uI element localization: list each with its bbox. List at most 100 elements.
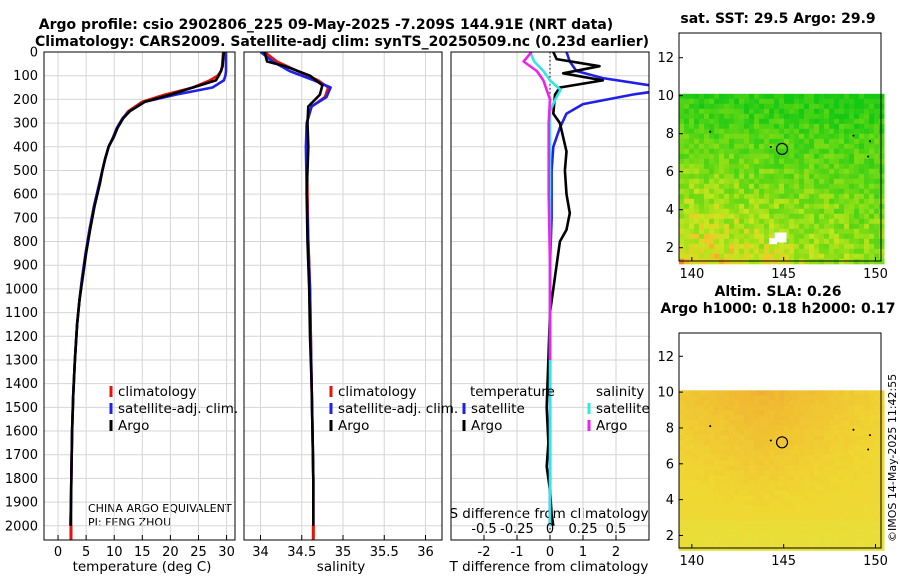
sla_map-cell bbox=[689, 460, 695, 466]
sla_map-cell bbox=[744, 530, 750, 536]
sst_map-cell bbox=[804, 133, 810, 140]
sla_map-cell bbox=[784, 540, 790, 546]
sst_map-cell bbox=[879, 248, 885, 255]
sst_map-cell bbox=[749, 113, 755, 120]
sla_map-cell bbox=[729, 465, 735, 471]
sst_map-cell bbox=[769, 168, 775, 175]
depth-tick-label: 0 bbox=[30, 46, 38, 61]
sst_map-cell bbox=[689, 143, 695, 150]
sst_map-cell bbox=[879, 228, 885, 235]
sst_map-cell bbox=[824, 158, 830, 165]
sla_map-cell bbox=[874, 490, 880, 496]
sst_map-cell bbox=[724, 113, 730, 120]
sla_map-cell bbox=[834, 470, 840, 476]
sst_map-cell bbox=[699, 158, 705, 165]
sst_map-cell bbox=[839, 193, 845, 200]
sst_map-cell bbox=[704, 98, 710, 105]
sst_map-cell bbox=[764, 218, 770, 225]
sla_map-cell bbox=[839, 400, 845, 406]
sst_map-cell bbox=[849, 98, 855, 105]
imos-timestamp: ©IMOS 14-May-2025 11:42:55 bbox=[886, 374, 899, 542]
sst_map-cell bbox=[864, 98, 870, 105]
sst_map-cell bbox=[754, 233, 760, 240]
sla_map-cell bbox=[804, 485, 810, 491]
sst_map-cell bbox=[784, 188, 790, 195]
sla_map-cell bbox=[794, 395, 800, 401]
sla_map-cell bbox=[754, 460, 760, 466]
depth-tick-label: 900 bbox=[13, 259, 38, 274]
sst_map-cell bbox=[784, 138, 790, 145]
sst_map-cell bbox=[874, 123, 880, 130]
sla_map-cell bbox=[699, 420, 705, 426]
sla_map-cell bbox=[799, 415, 805, 421]
sla_map-cell bbox=[694, 525, 700, 531]
sst_map-island-dot bbox=[852, 134, 855, 137]
sst_map-cell bbox=[854, 118, 860, 125]
sla_map-cell bbox=[744, 395, 750, 401]
sst_map-cell bbox=[694, 248, 700, 255]
sst_map-cell bbox=[829, 163, 835, 170]
sla_map-cell bbox=[744, 540, 750, 546]
sst_map-cell bbox=[834, 213, 840, 220]
sst_map-cell bbox=[704, 93, 710, 100]
sst_map-cell bbox=[814, 128, 820, 135]
sla_map-cell bbox=[684, 420, 690, 426]
sla_map-cell bbox=[794, 530, 800, 536]
sla_map-cell bbox=[849, 445, 855, 451]
sst_map-cell bbox=[724, 108, 730, 115]
sst_map-cell bbox=[809, 138, 815, 145]
sst_map-cell bbox=[874, 193, 880, 200]
sla_map-cell bbox=[774, 470, 780, 476]
sla_map-cell bbox=[724, 465, 730, 471]
sst_map-cell bbox=[694, 253, 700, 260]
sla_map-cell bbox=[879, 545, 885, 551]
sst_map-cell bbox=[824, 253, 830, 260]
sst_map-cell bbox=[749, 203, 755, 210]
sst_map-cell bbox=[744, 128, 750, 135]
sst_map-cell bbox=[759, 168, 765, 175]
sst_map-cell bbox=[689, 108, 695, 115]
sst_map-cell bbox=[824, 238, 830, 245]
sst_map-cell bbox=[754, 153, 760, 160]
sst_map-cell bbox=[744, 148, 750, 155]
sla_map-cell bbox=[789, 435, 795, 441]
sla_map-cell bbox=[689, 410, 695, 416]
sla_map-cell bbox=[734, 425, 740, 431]
sla_map-cell bbox=[714, 510, 720, 516]
sst_map-cell bbox=[739, 143, 745, 150]
depth-tick-label: 1600 bbox=[5, 425, 38, 440]
sla_map-cell bbox=[864, 425, 870, 431]
sst_map-cell bbox=[739, 158, 745, 165]
sla_map-cell bbox=[784, 520, 790, 526]
sst_map-cell bbox=[694, 138, 700, 145]
sla_map-cell bbox=[724, 450, 730, 456]
sst_map-cell bbox=[714, 203, 720, 210]
sst_map-cell bbox=[679, 128, 685, 135]
sla_map-cell bbox=[819, 420, 825, 426]
sla_map-cell bbox=[829, 485, 835, 491]
sst_map-cell bbox=[829, 113, 835, 120]
sla_map-cell bbox=[794, 480, 800, 486]
sst_map-cell bbox=[814, 253, 820, 260]
sst_map-cell bbox=[744, 98, 750, 105]
sla_map-cell bbox=[769, 515, 775, 521]
sst_map-cell bbox=[704, 248, 710, 255]
sla_map-cell bbox=[849, 425, 855, 431]
sst_map-cell bbox=[744, 183, 750, 190]
sla_map-cell bbox=[814, 515, 820, 521]
sst_map-cell bbox=[799, 163, 805, 170]
sla_map-cell bbox=[799, 495, 805, 501]
sst_map-cell bbox=[864, 188, 870, 195]
sla_map-cell bbox=[719, 490, 725, 496]
sla_map-cell bbox=[689, 540, 695, 546]
sla_map-cell bbox=[874, 510, 880, 516]
sst_map-cell bbox=[694, 168, 700, 175]
sla_map-cell bbox=[854, 485, 860, 491]
sst_map-cell bbox=[774, 163, 780, 170]
sla_map-cell bbox=[719, 395, 725, 401]
sla_map-cell bbox=[779, 475, 785, 481]
sst_map-cell bbox=[804, 128, 810, 135]
sla_map-cell bbox=[764, 425, 770, 431]
sst_map-cell bbox=[804, 168, 810, 175]
sst_map-cell bbox=[679, 143, 685, 150]
